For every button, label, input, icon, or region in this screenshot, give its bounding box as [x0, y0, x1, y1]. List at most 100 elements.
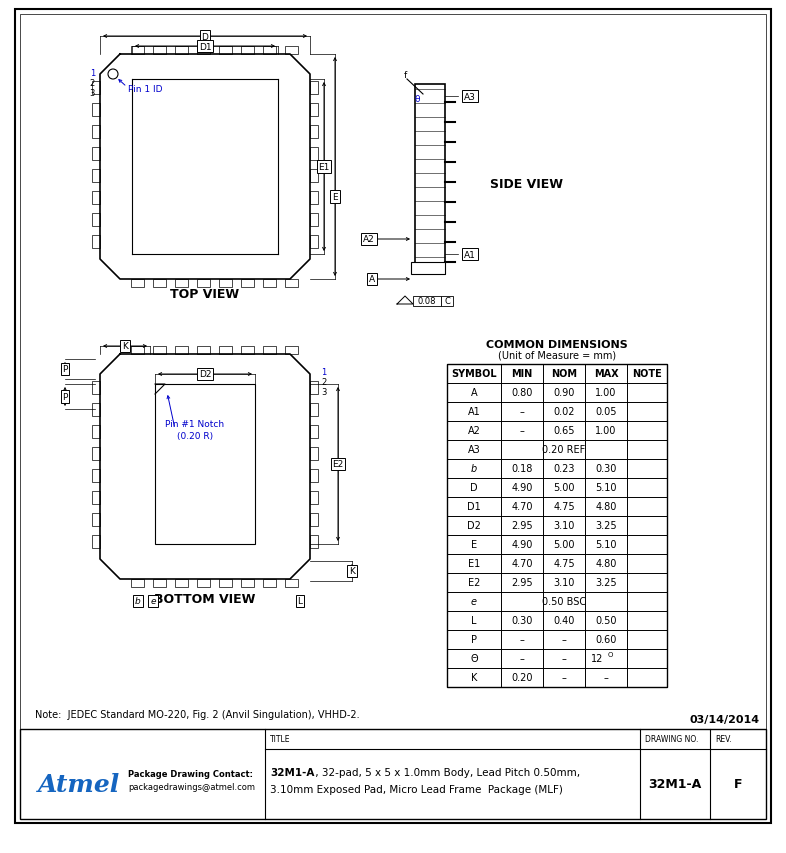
Bar — [241, 346, 254, 355]
Text: 3.25: 3.25 — [595, 577, 617, 588]
Text: 5.00: 5.00 — [553, 540, 575, 550]
Text: E1: E1 — [468, 559, 480, 569]
Bar — [197, 346, 210, 355]
Text: 0.23: 0.23 — [553, 464, 575, 474]
Text: 5.10: 5.10 — [595, 540, 617, 550]
Bar — [263, 346, 276, 355]
Text: D2: D2 — [199, 370, 211, 379]
Text: Package Drawing Contact:: Package Drawing Contact: — [128, 769, 253, 779]
Text: K: K — [349, 567, 355, 576]
Text: –: – — [520, 426, 524, 436]
Text: 1: 1 — [321, 368, 326, 377]
Bar — [155, 385, 255, 544]
Bar — [92, 148, 100, 161]
Text: P: P — [471, 635, 477, 645]
Text: P: P — [62, 392, 68, 402]
Bar — [219, 346, 232, 355]
Bar — [310, 381, 318, 395]
Text: C: C — [444, 297, 450, 306]
Text: 0.50: 0.50 — [595, 616, 617, 626]
Bar — [131, 280, 144, 287]
Bar — [219, 579, 232, 588]
Bar — [92, 536, 100, 548]
Text: f: f — [403, 71, 406, 79]
Text: packagedrawings@atmel.com: packagedrawings@atmel.com — [128, 782, 255, 792]
Text: 03/14/2014: 03/14/2014 — [690, 714, 760, 724]
Text: L: L — [297, 597, 303, 606]
Text: A3: A3 — [468, 445, 480, 455]
Text: 32M1-A: 32M1-A — [270, 767, 314, 777]
Text: E2: E2 — [468, 577, 480, 588]
Bar — [310, 514, 318, 526]
Text: K: K — [122, 342, 128, 351]
Bar — [415, 85, 445, 275]
Text: 0.50 BSC: 0.50 BSC — [542, 597, 586, 606]
Text: 0.20 REF: 0.20 REF — [542, 445, 586, 455]
Text: E: E — [332, 193, 338, 202]
Bar — [197, 579, 210, 588]
Bar — [310, 148, 318, 161]
Text: K: K — [471, 673, 477, 682]
Bar — [310, 536, 318, 548]
Text: Note:  JEDEC Standard MO-220, Fig. 2 (Anvil Singulation), VHHD-2.: Note: JEDEC Standard MO-220, Fig. 2 (Anv… — [35, 709, 360, 719]
Text: (Unit of Measure = mm): (Unit of Measure = mm) — [498, 351, 616, 361]
Bar — [219, 280, 232, 287]
Bar — [153, 579, 166, 588]
Bar — [310, 170, 318, 183]
Text: MAX: MAX — [593, 369, 619, 379]
Bar — [441, 297, 453, 306]
Bar — [92, 381, 100, 395]
Text: A3: A3 — [464, 92, 476, 102]
Text: 0.18: 0.18 — [512, 464, 533, 474]
Text: –: – — [561, 635, 567, 645]
Text: 4.70: 4.70 — [511, 559, 533, 569]
Text: 2.95: 2.95 — [511, 521, 533, 531]
Text: 4.90: 4.90 — [512, 483, 533, 493]
Text: REV.: REV. — [715, 734, 732, 744]
Text: 0.90: 0.90 — [553, 388, 575, 398]
Text: 3.25: 3.25 — [595, 521, 617, 531]
Text: D1: D1 — [199, 43, 211, 51]
Bar — [92, 192, 100, 205]
Text: , 32-pad, 5 x 5 x 1.0mm Body, Lead Pitch 0.50mm,: , 32-pad, 5 x 5 x 1.0mm Body, Lead Pitch… — [312, 767, 580, 777]
Text: SIDE VIEW: SIDE VIEW — [490, 178, 563, 191]
Bar — [92, 82, 100, 95]
Text: 0.30: 0.30 — [595, 464, 617, 474]
Bar — [285, 346, 298, 355]
Text: BOTTOM VIEW: BOTTOM VIEW — [154, 593, 255, 606]
Text: 4.80: 4.80 — [595, 502, 617, 512]
Text: A1: A1 — [464, 250, 476, 259]
Bar — [310, 491, 318, 504]
Text: SYMBOL: SYMBOL — [451, 369, 497, 379]
Bar — [197, 280, 210, 287]
Text: A: A — [471, 388, 477, 398]
Text: 12: 12 — [590, 653, 603, 664]
Text: 4.75: 4.75 — [553, 559, 575, 569]
Text: NOTE: NOTE — [632, 369, 662, 379]
Bar — [153, 280, 166, 287]
Text: D: D — [201, 32, 208, 42]
Bar — [92, 126, 100, 139]
Bar — [131, 579, 144, 588]
Text: 0.65: 0.65 — [553, 426, 575, 436]
Bar — [92, 403, 100, 416]
Text: COMMON DIMENSIONS: COMMON DIMENSIONS — [486, 339, 628, 350]
Text: Atmel: Atmel — [38, 772, 120, 796]
Text: b: b — [135, 597, 141, 606]
Bar — [447, 364, 667, 688]
Bar — [92, 104, 100, 117]
Bar — [92, 235, 100, 249]
Text: –: – — [520, 635, 524, 645]
Text: e: e — [150, 597, 156, 606]
Text: A2: A2 — [363, 235, 375, 244]
Text: 32M1-A: 32M1-A — [648, 778, 702, 791]
Text: 2.95: 2.95 — [511, 577, 533, 588]
Bar — [131, 346, 144, 355]
Bar — [241, 47, 254, 55]
Bar — [411, 263, 445, 275]
Text: –: – — [561, 653, 567, 664]
Text: 0.30: 0.30 — [512, 616, 533, 626]
Text: D2: D2 — [467, 521, 481, 531]
Bar — [310, 426, 318, 438]
Text: Pin 1 ID: Pin 1 ID — [128, 85, 163, 95]
